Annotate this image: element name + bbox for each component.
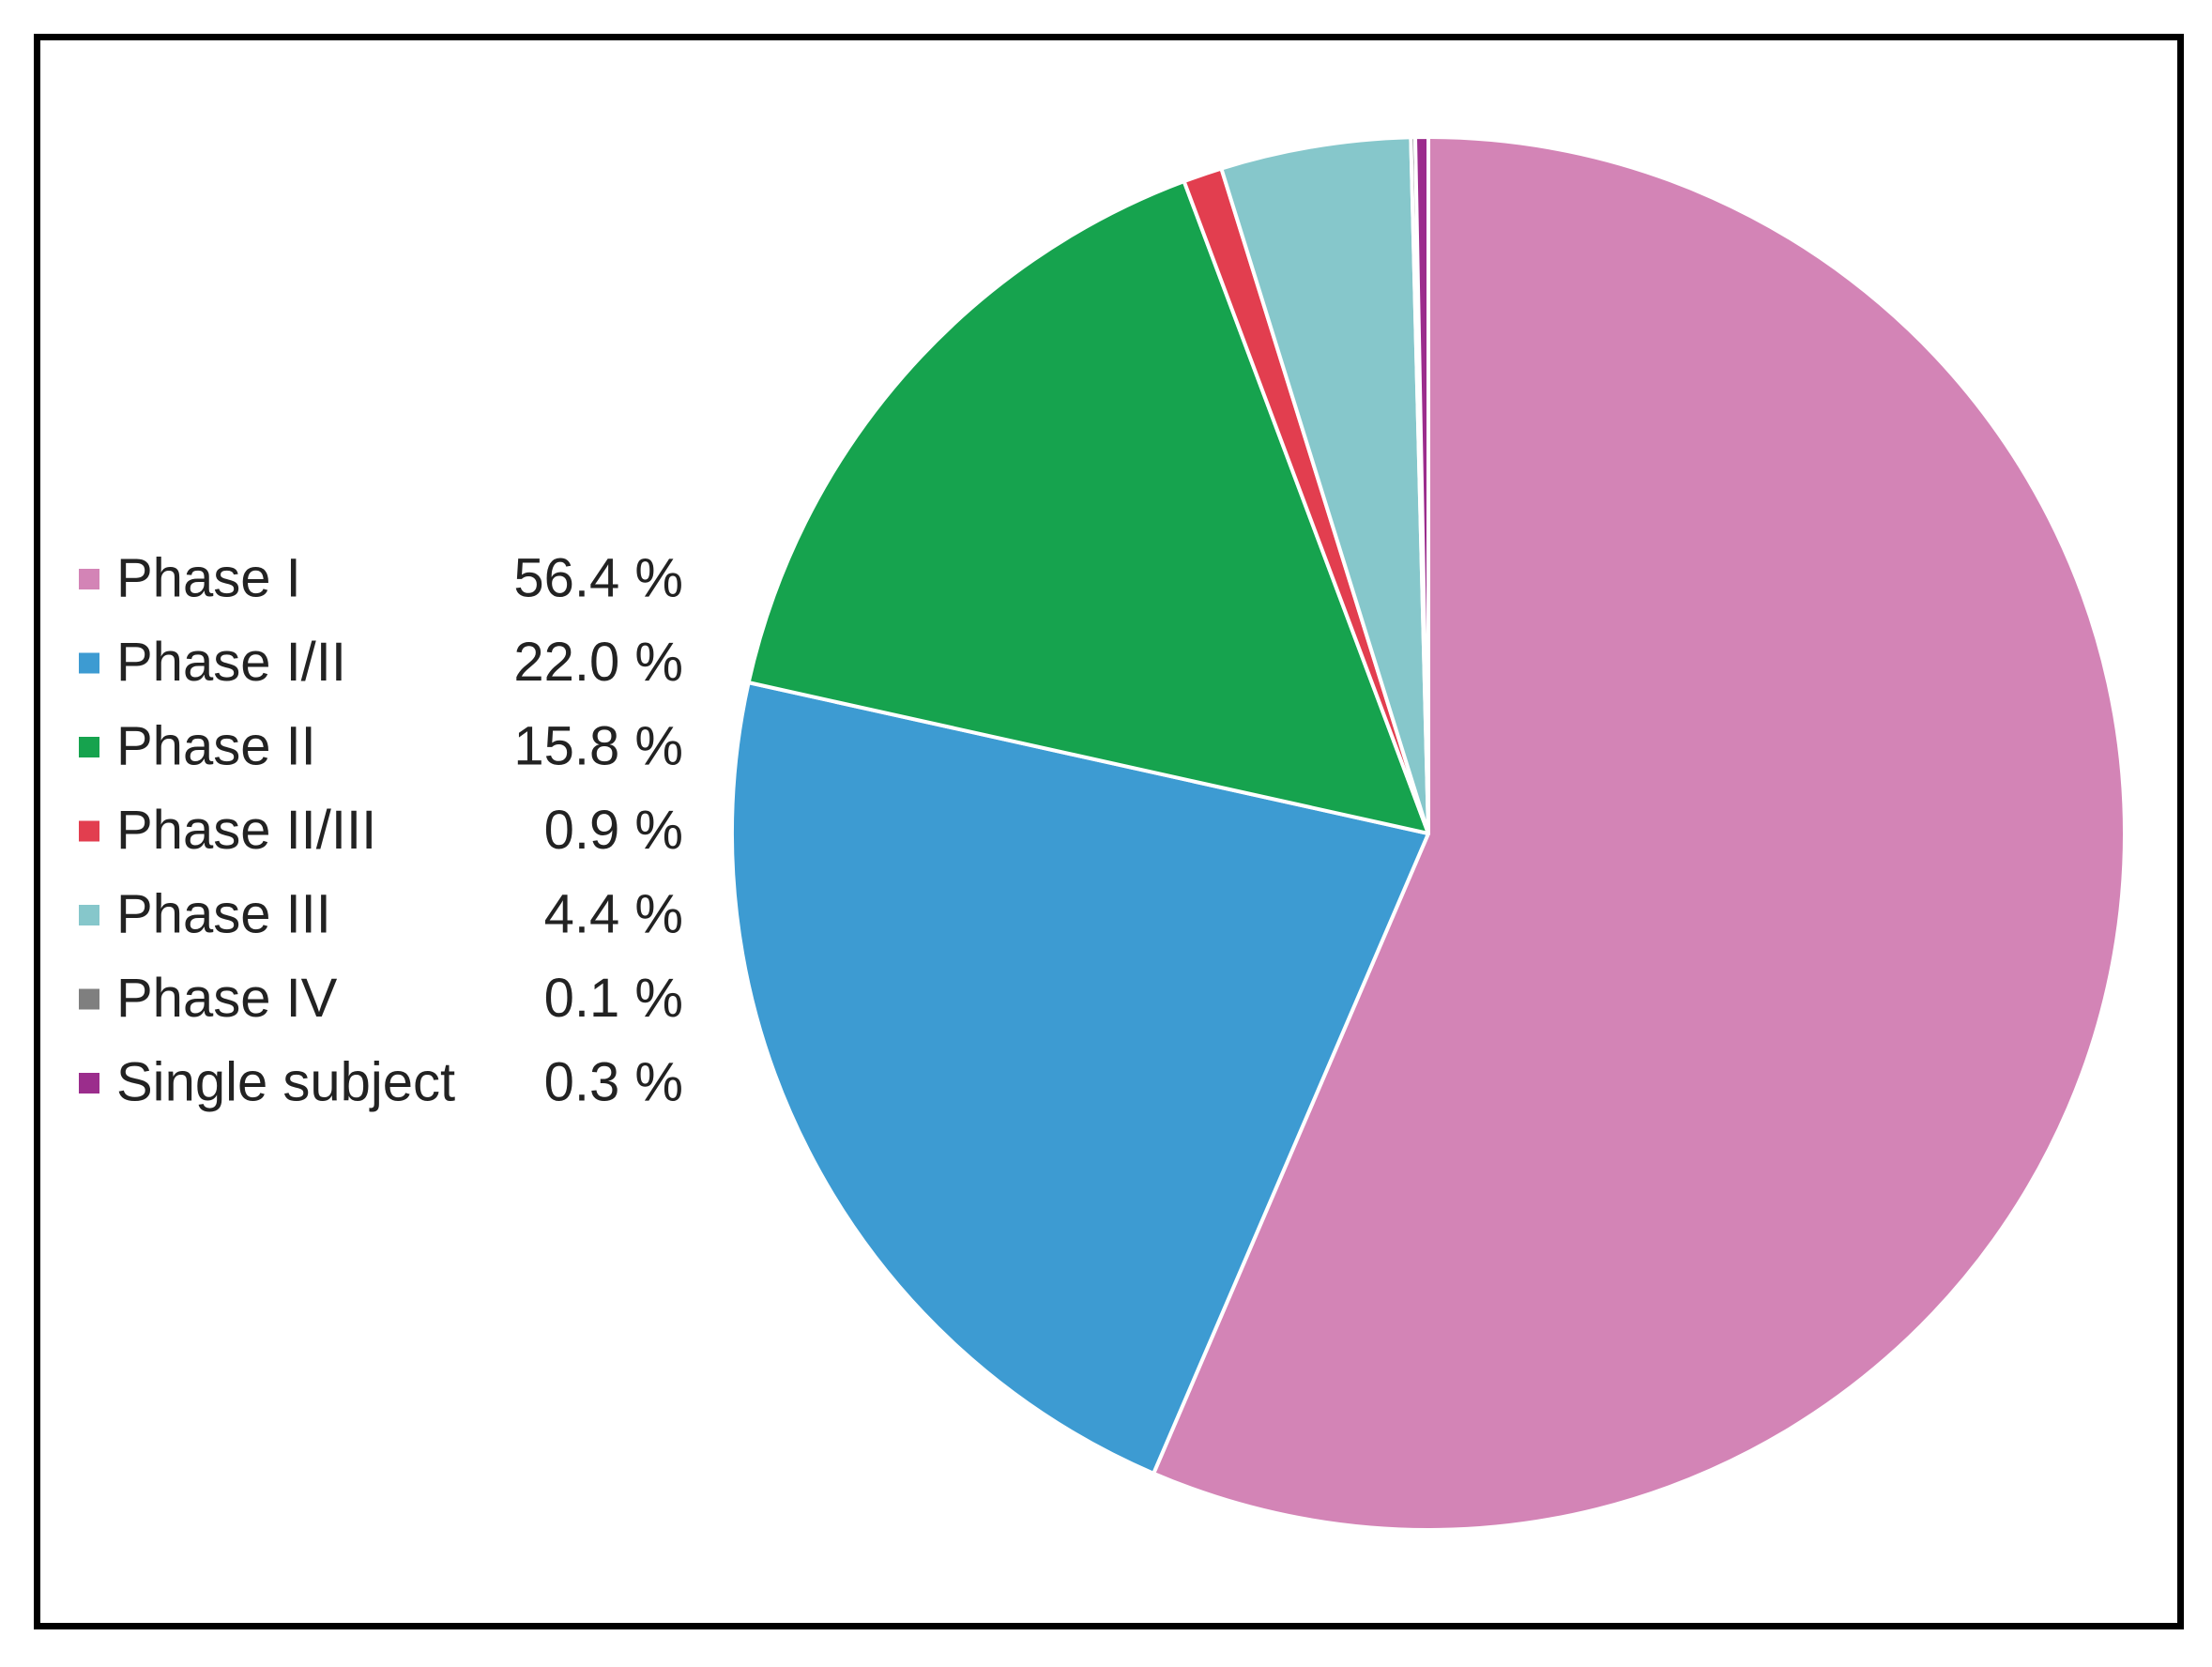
legend-swatch-phase-ii [79,737,99,757]
legend-swatch-phase-iv [79,988,99,1010]
legend-label-phase-iv: Phase IV [116,968,338,1029]
pie-slice-single-subject [1413,135,1430,835]
legend-value-phase-i-ii: 22.0 % [513,632,683,693]
pie-slices [730,135,2127,1532]
legend-swatch-phase-iii [79,905,99,925]
legend-value-phase-iii: 4.4 % [544,883,683,944]
legend-label-phase-i-ii: Phase I/II [116,632,346,693]
legend-value-phase-ii-iii: 0.9 % [544,800,683,861]
legend-swatch-phase-i-ii [79,652,99,674]
legend-value-phase-i: 56.4 % [513,547,683,608]
pie-slice-phase-iii [1219,135,1430,835]
legend-value-phase-ii: 15.8 % [513,715,683,776]
pie-slice-phase-i [1152,135,2127,1532]
legend-label-phase-i: Phase I [116,547,301,608]
legend-value-phase-iv: 0.1 % [544,968,683,1029]
legend-label-phase-ii-iii: Phase II/III [116,800,376,861]
legend-swatch-single-subject [79,1073,99,1093]
pie-slice-phase-i-ii [730,681,1430,1476]
legend-label-single-subject: Single subject [116,1051,455,1112]
pie-slice-phase-ii [746,179,1430,835]
legend-value-single-subject: 0.3 % [544,1051,683,1112]
legend-label-phase-iii: Phase III [116,883,331,944]
legend-swatch-phase-i [79,569,99,589]
legend-label-phase-ii: Phase II [116,715,316,776]
legend: Phase I 56.4 % Phase I/II 22.0 % Phase II 15.… [79,547,683,1112]
legend-swatch-phase-ii-iii [79,820,99,842]
